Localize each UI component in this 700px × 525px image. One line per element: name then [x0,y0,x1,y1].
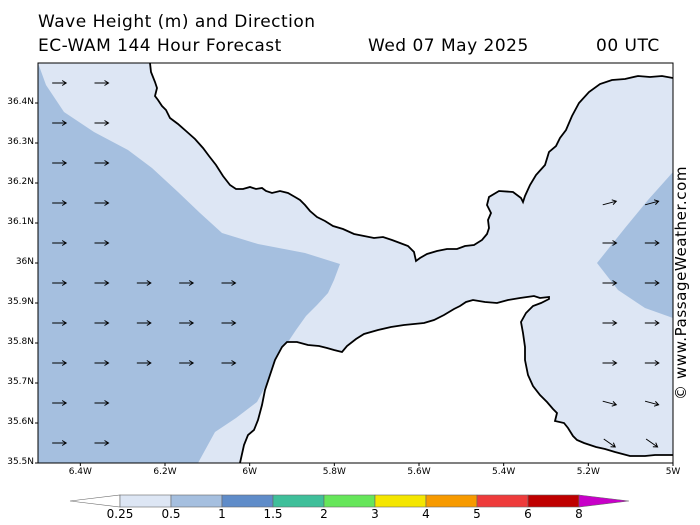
wave-arrow [94,200,110,206]
wave-arrow [52,400,68,406]
legend-label: 8 [575,507,583,521]
wave-arrow [52,120,68,126]
legend-label: 3 [371,507,379,521]
wave-arrow [602,400,618,407]
sea-zone-mid-east [597,172,673,318]
land-spain [150,63,673,261]
wave-direction-arrows [52,80,700,449]
legend-swatch [425,494,478,508]
y-tick-label: 36.1N [7,217,34,227]
y-tick-label: 35.8N [7,337,34,347]
wave-arrow [644,400,660,407]
wave-arrow [602,280,618,286]
wave-arrow [644,199,660,206]
wave-arrow [136,280,152,286]
coastline-morocco [239,295,673,463]
wave-arrow [94,440,110,446]
sea-zone-mid-west [38,63,340,463]
land-morocco [240,296,673,463]
wave-arrow [94,360,110,366]
wave-arrow [645,438,659,448]
wave-arrow [221,280,237,286]
legend-over-triangle [578,494,630,508]
wave-arrow [94,320,110,326]
x-tick-label: 6.4W [68,467,92,477]
x-tick-label: 6W [242,467,257,477]
wave-arrow [52,280,68,286]
wave-arrow [94,400,110,406]
wave-arrow [644,320,660,326]
y-tick-label: 35.9N [7,297,34,307]
wave-arrow [687,399,700,407]
wave-arrow [52,240,68,246]
wave-arrow [52,320,68,326]
wave-arrow [52,200,68,206]
wave-arrow [179,360,195,366]
legend-label: 0.5 [161,507,181,521]
wave-height-legend [69,494,630,508]
coastline-spain [149,63,673,263]
wave-arrow [221,320,237,326]
wave-arrow [644,280,660,286]
legend-swatch [272,494,325,508]
wave-arrow [94,80,110,86]
wave-arrow [52,80,68,86]
wave-arrow [94,160,110,166]
wave-arrow [602,199,618,206]
wave-arrow [644,360,660,366]
wave-arrow [52,160,68,166]
wave-arrow [179,320,195,326]
x-tick-label: 5W [665,467,681,477]
x-tick-label: 6.2W [153,467,177,477]
legend-label: 0.25 [106,507,134,521]
legend-label: 4 [422,507,430,521]
legend-swatch [476,494,529,508]
legend-label: 1.5 [263,507,283,521]
wave-arrow [602,240,618,246]
y-tick-label: 36.2N [7,177,34,187]
axis-ticks [35,102,674,466]
wave-arrow [221,360,237,366]
wave-arrow [94,280,110,286]
legend-label: 1 [218,507,226,521]
forecast-time: 00 UTC [596,36,660,56]
y-tick-label: 36.3N [7,137,34,147]
wave-arrow [179,280,195,286]
x-tick-label: 5.4W [492,467,516,477]
wave-arrow [602,320,618,326]
wave-arrow [603,438,617,448]
wave-arrow [136,320,152,326]
y-tick-label: 36N [15,257,34,267]
legend-label: 2 [320,507,328,521]
forecast-model-label: EC-WAM 144 Hour Forecast [38,36,282,56]
chart-title: Wave Height (m) and Direction [38,12,316,32]
wave-arrow [94,120,110,126]
y-tick-label: 35.7N [7,377,34,387]
x-tick-label: 5.8W [322,467,346,477]
wave-arrow [94,240,110,246]
forecast-date: Wed 07 May 2025 [368,36,529,56]
legend-swatch [527,494,580,508]
y-tick-label: 36.4N [7,97,34,107]
wave-arrow [644,240,660,246]
wave-arrow [52,440,68,446]
legend-label: 6 [524,507,532,521]
x-tick-label: 5.2W [576,467,600,477]
legend-label: 5 [473,507,481,521]
y-tick-label: 35.6N [7,417,34,427]
wave-arrow [136,360,152,366]
y-tick-label: 35.5N [7,457,34,467]
wave-arrow [687,437,700,449]
legend-swatch [374,494,427,508]
legend-swatch [221,494,274,508]
legend-under-triangle [69,494,121,508]
wave-arrow [52,360,68,366]
legend-swatch [170,494,223,508]
x-tick-label: 5.6W [407,467,431,477]
wave-arrow [602,360,618,366]
legend-swatch [323,494,376,508]
watermark-text: © www.PassageWeather.com [672,165,690,400]
legend-swatch [119,494,172,508]
